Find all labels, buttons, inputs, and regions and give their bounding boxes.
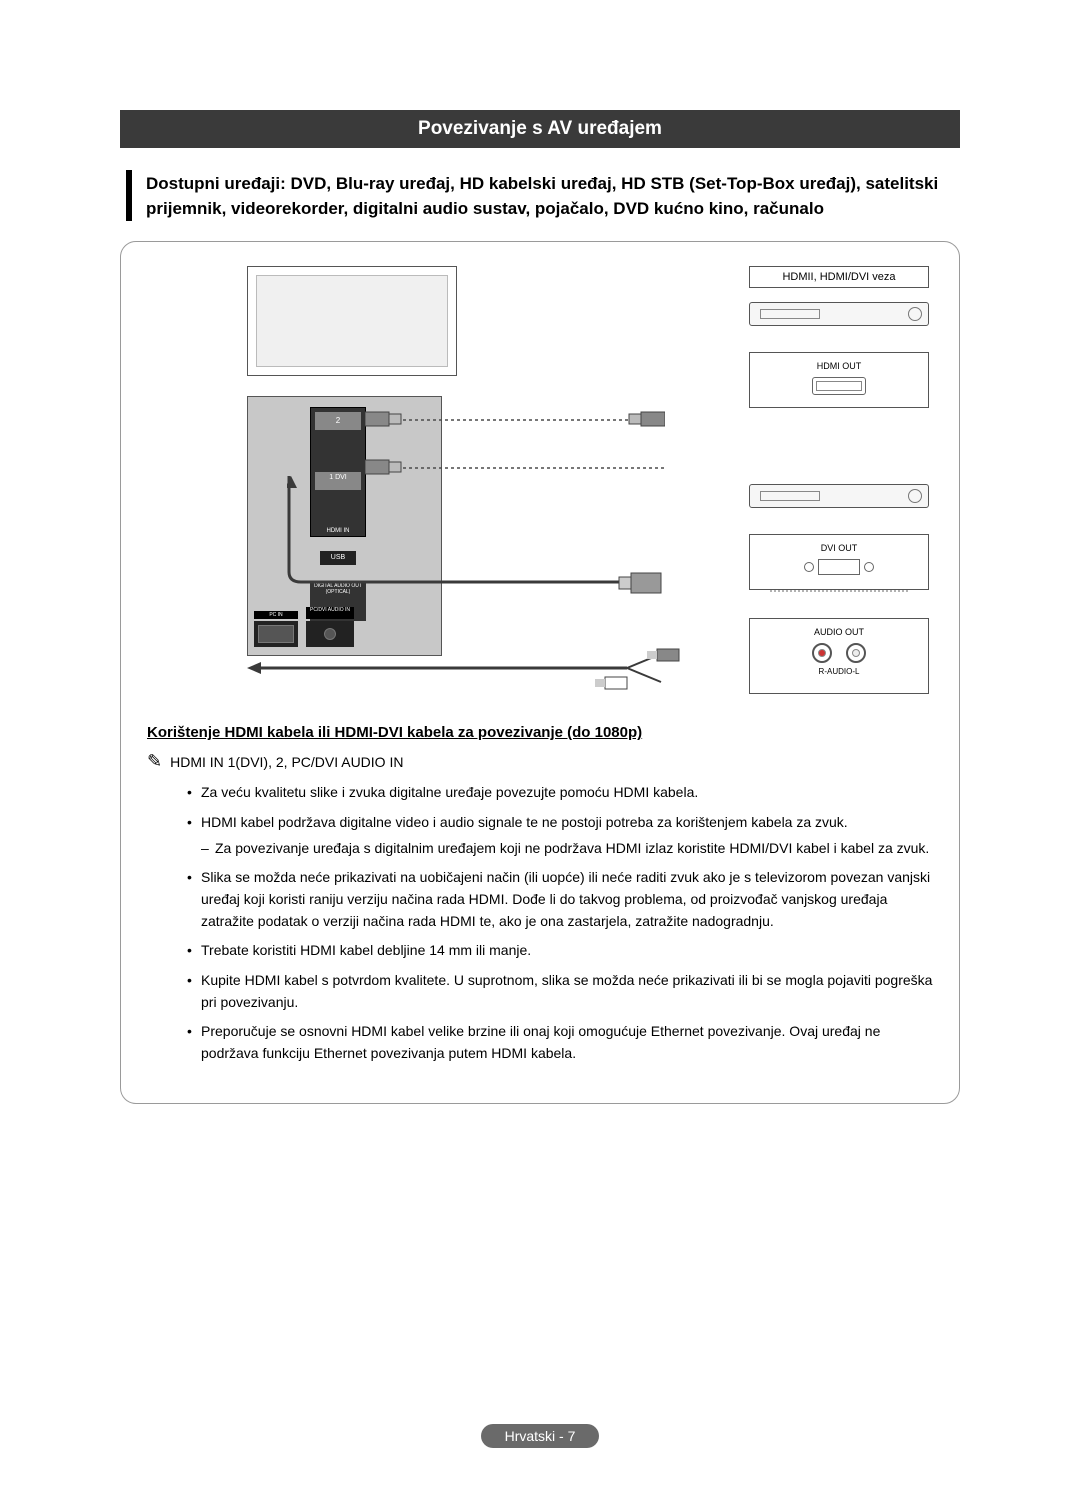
hdmi-plug-left-1 <box>365 408 405 430</box>
footer-label: Hrvatski - 7 <box>481 1424 600 1448</box>
bullet-text: Trebate koristiti HDMI kabel debljine 14… <box>201 942 531 958</box>
hdmi-out-port-box: HDMI OUT <box>749 352 929 408</box>
dvi-plug <box>617 570 665 596</box>
list-item: Kupite HDMI kabel s potvrdom kvalitete. … <box>187 970 933 1013</box>
note-icon: ✎ <box>147 751 162 772</box>
audio-out-port-box: AUDIO OUT R-AUDIO-L <box>749 618 929 694</box>
list-item: Preporučuje se osnovni HDMI kabel velike… <box>187 1021 933 1064</box>
bullet-text: Slika se možda neće prikazivati na uobič… <box>201 869 930 928</box>
audio-plug-l <box>595 674 631 692</box>
dvi-cable-path <box>287 476 667 586</box>
bullet-text: Preporučuje se osnovni HDMI kabel velike… <box>201 1023 880 1061</box>
connection-type-label: HDMII, HDMI/DVI veza <box>749 266 929 288</box>
port-pc-in: PC IN <box>254 611 298 619</box>
hdmi-out-label: HDMI OUT <box>758 361 920 371</box>
bullet-text: HDMI kabel podržava digitalne video i au… <box>201 814 848 830</box>
bullet-list: Za veću kvalitetu slike i zvuka digitaln… <box>147 782 933 1065</box>
intro-accent-bar <box>126 170 132 221</box>
audio-plug-r <box>647 646 683 664</box>
intro-text: Dostupni uređaji: DVD, Blu-ray uređaj, H… <box>146 170 954 221</box>
diagram-container: 2 1 DVI HDMI IN USB DIGITAL AUDIO OUT (O… <box>120 241 960 1104</box>
section-title: Povezivanje s AV uređajem <box>120 110 960 148</box>
list-item: HDMI kabel podržava digitalne video i au… <box>187 812 933 859</box>
hdmi-plug-right-1 <box>625 408 665 430</box>
page-footer: Hrvatski - 7 <box>0 1424 1080 1448</box>
dvi-out-device <box>749 484 929 508</box>
tv-device <box>247 266 457 376</box>
hdmi-dvi-cable <box>367 458 667 478</box>
audio-out-label: AUDIO OUT <box>758 627 920 637</box>
intro-block: Dostupni uređaji: DVD, Blu-ray uređaj, H… <box>120 170 960 221</box>
audio-rl-label: R-AUDIO-L <box>758 667 920 676</box>
list-item: Za veću kvalitetu slike i zvuka digitaln… <box>187 782 933 804</box>
hdmi-plug-left-2 <box>365 456 405 478</box>
list-item: Slika se možda neće prikazivati na uobič… <box>187 867 933 932</box>
port-hdmi-2: 2 <box>315 412 361 430</box>
dvi-out-label: DVI OUT <box>758 543 920 553</box>
hdmi-cable-top <box>367 410 667 430</box>
bullet-subtext: Za povezivanje uređaja s digitalnim uređ… <box>215 840 929 856</box>
note-label: HDMI IN 1(DVI), 2, PC/DVI AUDIO IN <box>170 754 403 770</box>
bullet-text: Za veću kvalitetu slike i zvuka digitaln… <box>201 784 698 800</box>
subheading: Korištenje HDMI kabela ili HDMI-DVI kabe… <box>147 724 933 741</box>
list-item: Trebate koristiti HDMI kabel debljine 14… <box>187 940 933 962</box>
note-line: ✎ HDMI IN 1(DVI), 2, PC/DVI AUDIO IN <box>147 751 933 772</box>
hdmi-out-device <box>749 302 929 326</box>
port-pcdvi-audio: PC/DVI AUDIO IN <box>306 607 354 619</box>
dvi-out-port-box: DVI OUT <box>749 534 929 590</box>
connection-diagram: 2 1 DVI HDMI IN USB DIGITAL AUDIO OUT (O… <box>147 266 933 706</box>
list-subitem: Za povezivanje uređaja s digitalnim uređ… <box>201 838 933 860</box>
bullet-text: Kupite HDMI kabel s potvrdom kvalitete. … <box>201 972 932 1010</box>
